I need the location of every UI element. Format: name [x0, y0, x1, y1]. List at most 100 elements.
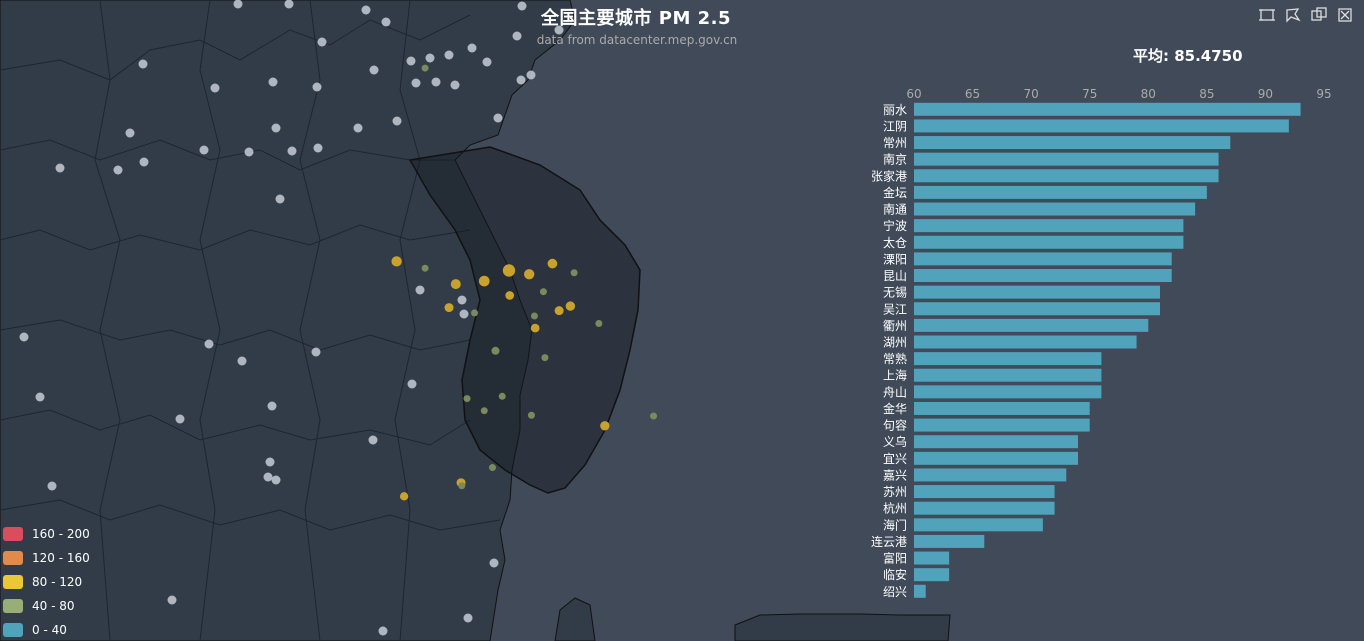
bar[interactable]: [914, 435, 1078, 449]
city-point-unselected[interactable]: [317, 37, 327, 47]
city-point[interactable]: [565, 301, 576, 311]
city-point-unselected[interactable]: [284, 0, 294, 9]
city-point[interactable]: [530, 323, 540, 333]
lasso-selection[interactable]: [408, 146, 641, 494]
city-point[interactable]: [554, 306, 564, 316]
city-point-unselected[interactable]: [268, 77, 278, 87]
city-point[interactable]: [600, 421, 610, 431]
city-point-unselected[interactable]: [444, 50, 454, 60]
city-point-unselected[interactable]: [263, 472, 273, 482]
city-point[interactable]: [488, 464, 496, 472]
city-point-unselected[interactable]: [369, 65, 379, 75]
city-point-unselected[interactable]: [482, 57, 492, 67]
city-point-unselected[interactable]: [450, 80, 460, 90]
legend-item[interactable]: 40 - 80: [3, 594, 90, 618]
city-point-unselected[interactable]: [210, 83, 220, 93]
bar[interactable]: [914, 102, 1301, 116]
city-point-unselected[interactable]: [271, 123, 281, 133]
city-point[interactable]: [524, 269, 535, 280]
lasso-icon[interactable]: [1285, 7, 1301, 23]
bar[interactable]: [914, 451, 1078, 465]
data-view-icon[interactable]: [1311, 7, 1327, 23]
city-point[interactable]: [650, 412, 658, 420]
bar[interactable]: [914, 119, 1289, 133]
city-point[interactable]: [399, 492, 409, 501]
city-point-unselected[interactable]: [392, 116, 402, 126]
city-point-unselected[interactable]: [311, 347, 321, 357]
city-point-unselected[interactable]: [287, 146, 297, 156]
bar[interactable]: [914, 202, 1196, 216]
city-point-unselected[interactable]: [554, 25, 564, 35]
city-point[interactable]: [505, 291, 515, 300]
city-point[interactable]: [502, 264, 516, 277]
city-point-unselected[interactable]: [415, 285, 425, 295]
city-point-unselected[interactable]: [138, 59, 148, 69]
city-point[interactable]: [421, 264, 429, 272]
city-point-unselected[interactable]: [457, 295, 467, 305]
city-point-unselected[interactable]: [313, 143, 323, 153]
city-point-unselected[interactable]: [125, 128, 135, 138]
city-point[interactable]: [570, 269, 578, 277]
city-point[interactable]: [498, 392, 506, 400]
city-point-unselected[interactable]: [233, 0, 243, 9]
city-point[interactable]: [595, 320, 603, 328]
bar[interactable]: [914, 385, 1102, 399]
city-point-unselected[interactable]: [463, 613, 473, 623]
bar[interactable]: [914, 285, 1160, 299]
city-point[interactable]: [391, 256, 402, 267]
bar[interactable]: [914, 185, 1207, 199]
bar[interactable]: [914, 534, 985, 548]
legend-item[interactable]: 80 - 120: [3, 570, 90, 594]
city-point-unselected[interactable]: [378, 626, 388, 636]
city-point-unselected[interactable]: [244, 147, 254, 157]
city-point-unselected[interactable]: [489, 558, 499, 568]
city-point[interactable]: [421, 64, 429, 72]
city-point-unselected[interactable]: [361, 5, 371, 15]
city-point-unselected[interactable]: [175, 414, 185, 424]
city-point-unselected[interactable]: [512, 31, 522, 41]
bar[interactable]: [914, 418, 1090, 432]
city-point-unselected[interactable]: [312, 82, 322, 92]
bar[interactable]: [914, 352, 1102, 366]
city-point-unselected[interactable]: [113, 165, 123, 175]
city-point-unselected[interactable]: [368, 435, 378, 445]
restore-icon[interactable]: [1337, 7, 1353, 23]
city-point-unselected[interactable]: [237, 356, 247, 366]
city-point[interactable]: [478, 275, 490, 287]
city-point[interactable]: [539, 288, 547, 296]
bar[interactable]: [914, 219, 1184, 233]
zoom-area-icon[interactable]: [1259, 7, 1275, 23]
bar[interactable]: [914, 269, 1172, 283]
bar[interactable]: [914, 551, 950, 565]
city-point-unselected[interactable]: [47, 481, 57, 491]
city-point[interactable]: [547, 258, 558, 269]
bar[interactable]: [914, 152, 1219, 166]
city-point[interactable]: [450, 279, 461, 290]
bar[interactable]: [914, 568, 950, 582]
legend-item[interactable]: 120 - 160: [3, 546, 90, 570]
city-point-unselected[interactable]: [275, 194, 285, 204]
bar[interactable]: [914, 485, 1055, 499]
city-point-unselected[interactable]: [19, 332, 29, 342]
city-point-unselected[interactable]: [199, 145, 209, 155]
bar[interactable]: [914, 136, 1231, 150]
city-point-unselected[interactable]: [493, 113, 503, 123]
bar[interactable]: [914, 368, 1102, 382]
city-point-unselected[interactable]: [55, 163, 65, 173]
city-point[interactable]: [471, 309, 479, 317]
city-point[interactable]: [444, 303, 454, 313]
city-point-unselected[interactable]: [353, 123, 363, 133]
city-point-unselected[interactable]: [459, 309, 469, 319]
legend-item[interactable]: 0 - 40: [3, 618, 90, 641]
city-point-unselected[interactable]: [271, 475, 281, 485]
legend-item[interactable]: 160 - 200: [3, 522, 90, 546]
bar[interactable]: [914, 468, 1067, 482]
city-point-unselected[interactable]: [139, 157, 149, 167]
city-point-unselected[interactable]: [411, 78, 421, 88]
city-point-unselected[interactable]: [425, 53, 435, 63]
city-point-unselected[interactable]: [526, 70, 536, 80]
bar[interactable]: [914, 235, 1184, 249]
city-point[interactable]: [491, 346, 500, 355]
bar[interactable]: [914, 252, 1172, 266]
city-point-unselected[interactable]: [267, 401, 277, 411]
